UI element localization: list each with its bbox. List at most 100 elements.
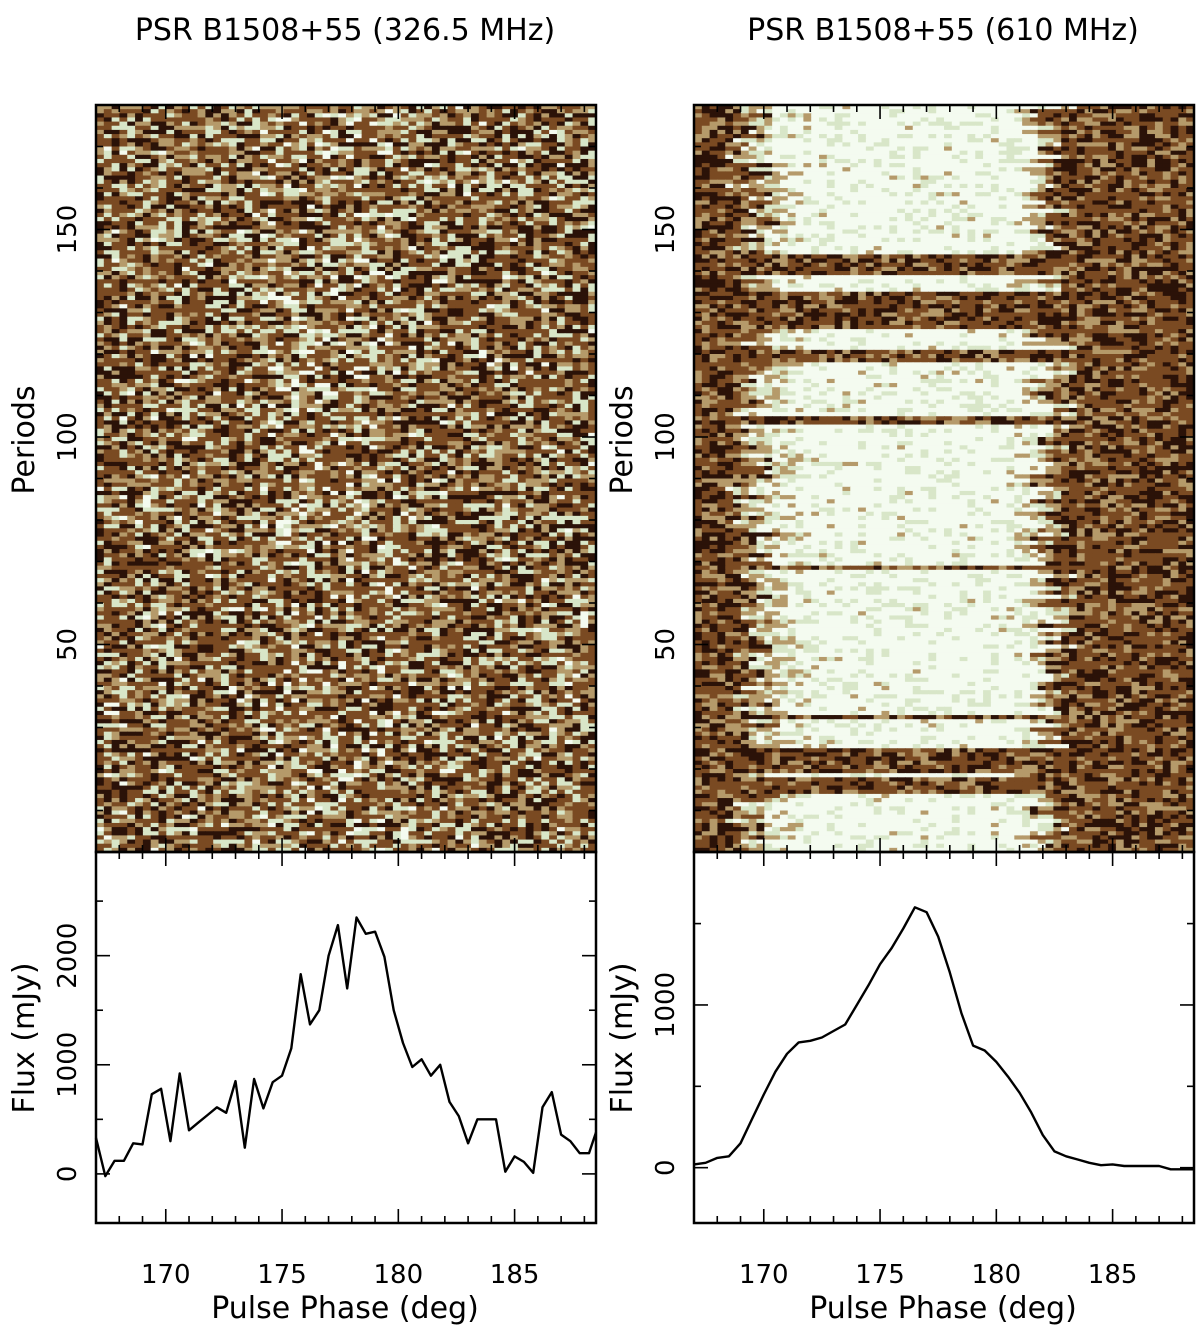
heatmap-cell — [541, 183, 550, 189]
heatmap-cell — [96, 246, 105, 251]
heatmap-cell — [486, 266, 496, 272]
heatmap-cell — [392, 362, 402, 368]
heatmap-cell — [338, 121, 347, 127]
heatmap-cell — [502, 362, 511, 368]
heatmap-cell — [502, 378, 511, 384]
heatmap-cell — [478, 117, 488, 123]
heatmap-cell — [416, 212, 425, 218]
heatmap-cell — [346, 150, 355, 156]
heatmap-cell — [142, 208, 152, 214]
heatmap-cell — [541, 324, 550, 330]
heatmap-cell — [346, 117, 355, 123]
heatmap-cell — [299, 179, 308, 185]
heatmap-cell — [205, 424, 214, 430]
heatmap-cell — [221, 179, 230, 185]
heatmap-cell — [142, 295, 152, 301]
heatmap-cell — [213, 196, 222, 202]
heatmap-cell — [236, 229, 246, 235]
heatmap-cell — [447, 221, 456, 226]
heatmap-cell — [478, 262, 488, 268]
heatmap-cell — [135, 391, 144, 397]
heatmap-cell — [494, 175, 503, 181]
heatmap-cell — [431, 250, 441, 255]
heatmap-cell — [111, 383, 121, 388]
heatmap-cell — [252, 217, 261, 222]
heatmap-cell — [158, 105, 167, 110]
heatmap-cell — [111, 221, 121, 226]
heatmap-cell — [486, 308, 496, 314]
heatmap-cell — [221, 399, 230, 405]
heatmap-cell — [119, 146, 128, 152]
heatmap-cell — [525, 316, 535, 322]
heatmap-cell — [556, 163, 566, 168]
heatmap-cell — [135, 291, 144, 297]
heatmap-cell — [166, 308, 175, 314]
heatmap-cell — [275, 370, 285, 376]
heatmap-cell — [119, 196, 128, 202]
heatmap-cell — [267, 337, 277, 343]
heatmap-cell — [181, 420, 191, 426]
heatmap-cell — [314, 387, 324, 392]
heatmap-cell — [127, 416, 136, 421]
heatmap-cell — [510, 175, 519, 181]
heatmap-cell — [142, 150, 152, 156]
heatmap-cell — [353, 200, 363, 206]
heatmap-cell — [424, 233, 433, 239]
heatmap-cell — [158, 167, 167, 172]
heatmap-cell — [275, 337, 285, 343]
heatmap-cell — [361, 295, 371, 301]
heatmap-cell — [197, 200, 206, 206]
heatmap-cell — [510, 362, 519, 368]
heatmap-cell — [103, 383, 113, 388]
heatmap-cell — [150, 354, 160, 359]
heatmap-cell — [525, 279, 535, 285]
heatmap-cell — [166, 316, 175, 322]
heatmap-cell — [439, 241, 449, 247]
heatmap-cell — [392, 208, 402, 214]
heatmap-cell — [416, 188, 425, 193]
heatmap-cell — [486, 279, 496, 285]
heatmap-cell — [588, 312, 597, 318]
heatmap-cell — [377, 204, 386, 210]
heatmap-cell — [181, 109, 191, 114]
heatmap-cell — [260, 237, 269, 243]
heatmap-cell — [267, 179, 277, 185]
heatmap-cell — [447, 109, 456, 114]
heatmap-cell — [416, 370, 425, 376]
heatmap-cell — [314, 308, 324, 314]
heatmap-cell — [252, 283, 261, 289]
heatmap-cell — [580, 304, 589, 309]
heatmap-cell — [96, 188, 105, 193]
heatmap-cell — [564, 345, 574, 351]
heatmap-cell — [322, 121, 331, 127]
heatmap-cell — [486, 387, 496, 392]
heatmap-cell — [283, 420, 292, 426]
heatmap-cell — [564, 204, 574, 210]
heatmap-cell — [463, 138, 472, 143]
heatmap-cell — [205, 233, 214, 239]
heatmap-cell — [103, 229, 113, 235]
heatmap-cell — [306, 138, 316, 143]
heatmap-cell — [471, 416, 480, 421]
heatmap-cell — [127, 262, 136, 268]
heatmap-cell — [119, 266, 128, 272]
heatmap-cell — [353, 246, 363, 251]
heatmap-cell — [408, 142, 417, 148]
heatmap-cell — [135, 333, 144, 338]
heatmap-cell — [236, 374, 246, 380]
heatmap-cell — [181, 291, 191, 297]
heatmap-cell — [408, 378, 417, 384]
heatmap-cell — [197, 217, 206, 222]
heatmap-cell — [502, 341, 511, 347]
heatmap-cell — [369, 279, 378, 285]
heatmap-cell — [291, 208, 300, 214]
heatmap-cell — [181, 204, 191, 210]
heatmap-cell — [346, 420, 355, 426]
heatmap-cell — [463, 113, 472, 119]
heatmap-cell — [158, 146, 167, 152]
heatmap-cell — [439, 233, 449, 239]
heatmap-cell — [252, 208, 261, 214]
heatmap-cell — [494, 237, 503, 243]
heatmap-cell — [166, 258, 175, 264]
heatmap-cell — [564, 349, 574, 355]
